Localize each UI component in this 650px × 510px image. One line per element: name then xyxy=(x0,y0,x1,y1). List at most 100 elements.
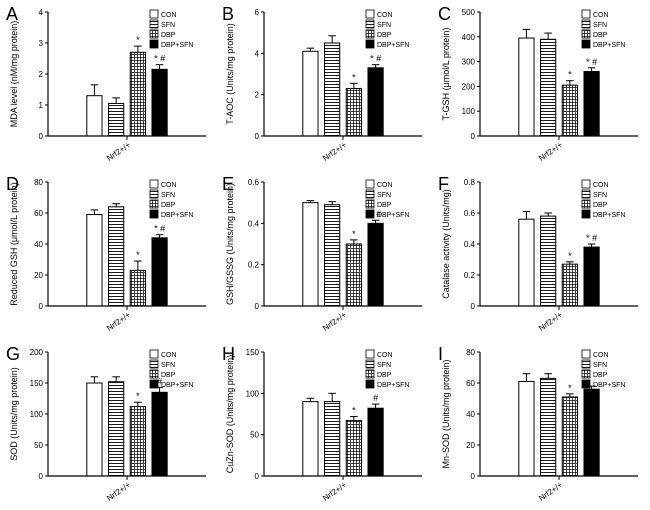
legend-label: DBP+SFN xyxy=(377,212,409,219)
ytick-label: 100 xyxy=(30,410,44,419)
ytick-label: 400 xyxy=(462,33,476,42)
ytick-label: 0 xyxy=(255,132,260,141)
sig-marker: * xyxy=(352,72,356,82)
y-axis-label: GSH/GSSG (Units/mg protein) xyxy=(225,183,235,305)
legend-swatch xyxy=(582,360,590,368)
legend-label: CON xyxy=(161,12,177,19)
panel-letter: B xyxy=(222,4,234,25)
x-group-label: Nrf2+/+ xyxy=(537,480,564,503)
ytick-label: 4 xyxy=(39,8,44,17)
ytick-label: 0 xyxy=(471,302,476,311)
bar-sfn xyxy=(325,402,340,476)
legend-label: DBP xyxy=(377,202,392,209)
bar-dbp+sfn xyxy=(152,392,167,476)
chart-svg: 0100200300400500** #Nrf2+/+T-GSH (μmol/L… xyxy=(436,2,644,170)
ytick-label: 4 xyxy=(255,49,260,58)
legend-label: SFN xyxy=(593,192,607,199)
legend-label: DBP xyxy=(593,202,608,209)
ytick-label: 20 xyxy=(466,441,475,450)
sig-marker: # xyxy=(373,393,378,403)
legend-swatch xyxy=(150,20,158,28)
legend-label: CON xyxy=(593,352,609,359)
legend-swatch xyxy=(366,210,374,218)
legend-label: DBP+SFN xyxy=(593,212,625,219)
legend-swatch xyxy=(366,370,374,378)
sig-marker: * # xyxy=(154,54,165,64)
bar-dbp+sfn xyxy=(368,408,383,476)
panel-letter: F xyxy=(438,174,449,195)
legend-swatch xyxy=(366,360,374,368)
bar-sfn xyxy=(541,216,556,306)
bar-sfn xyxy=(109,207,124,306)
ytick-label: 200 xyxy=(462,82,476,91)
ytick-label: 60 xyxy=(34,209,43,218)
bar-dbp+sfn xyxy=(368,223,383,306)
legend-label: DBP xyxy=(377,372,392,379)
ytick-label: 0.4 xyxy=(248,219,260,228)
legend-label: CON xyxy=(377,12,393,19)
y-axis-label: Mn-SOD (Units/mg protein) xyxy=(441,359,451,468)
ytick-label: 3 xyxy=(39,39,44,48)
chart-svg: 050100150200*#Nrf2+/+SOD (Units/mg prote… xyxy=(4,342,212,510)
chart-svg: 01234** #Nrf2+/+MDA level (nM/mg protein… xyxy=(4,2,212,170)
ytick-label: 6 xyxy=(255,8,260,17)
panel-letter: E xyxy=(222,174,234,195)
legend-label: SFN xyxy=(593,362,607,369)
ytick-label: 2 xyxy=(39,70,44,79)
x-group-label: Nrf2+/+ xyxy=(321,140,348,163)
ytick-label: 40 xyxy=(466,410,475,419)
ytick-label: 50 xyxy=(250,431,259,440)
sig-marker: * xyxy=(568,251,572,261)
sig-marker: * # xyxy=(370,54,381,64)
bar-dbp xyxy=(130,407,145,476)
chart-svg: 020406080*Nrf2+/+Mn-SOD (Units/mg protei… xyxy=(436,342,644,510)
sig-marker: * xyxy=(568,383,572,393)
x-group-label: Nrf2+/+ xyxy=(321,310,348,333)
bar-sfn xyxy=(325,43,340,136)
ytick-label: 80 xyxy=(466,348,475,357)
legend-swatch xyxy=(582,10,590,18)
bar-con xyxy=(303,402,318,476)
ytick-label: 50 xyxy=(34,441,43,450)
ytick-label: 0.2 xyxy=(464,271,476,280)
legend-swatch xyxy=(366,190,374,198)
sig-marker: * xyxy=(136,250,140,260)
legend-swatch xyxy=(150,190,158,198)
panel-a: A01234** #Nrf2+/+MDA level (nM/mg protei… xyxy=(4,2,212,170)
legend-swatch xyxy=(582,200,590,208)
x-group-label: Nrf2+/+ xyxy=(105,140,132,163)
y-axis-label: Reduced GSH (μmol/L protein) xyxy=(9,182,19,305)
legend-label: DBP+SFN xyxy=(377,382,409,389)
panel-e: E00.20.40.6** #Nrf2+/+GSH/GSSG (Units/mg… xyxy=(220,172,428,340)
legend-swatch xyxy=(150,30,158,38)
ytick-label: 500 xyxy=(462,8,476,17)
legend-label: DBP xyxy=(161,202,176,209)
ytick-label: 0 xyxy=(471,472,476,481)
legend-swatch xyxy=(150,370,158,378)
bar-dbp+sfn xyxy=(152,69,167,136)
legend-swatch xyxy=(582,210,590,218)
bar-con xyxy=(303,203,318,306)
panel-letter: I xyxy=(438,344,443,365)
bar-con xyxy=(87,383,102,476)
chart-svg: 020406080** #Nrf2+/+Reduced GSH (μmol/L … xyxy=(4,172,212,340)
legend-label: CON xyxy=(161,352,177,359)
legend-label: DBP+SFN xyxy=(161,212,193,219)
legend-label: SFN xyxy=(593,22,607,29)
legend-label: SFN xyxy=(377,362,391,369)
legend-label: CON xyxy=(377,182,393,189)
legend-label: DBP xyxy=(161,32,176,39)
ytick-label: 0.2 xyxy=(248,261,260,270)
legend-label: DBP xyxy=(377,32,392,39)
legend-swatch xyxy=(150,10,158,18)
y-axis-label: SOD (Units/mg protein) xyxy=(9,367,19,461)
legend-label: DBP xyxy=(593,372,608,379)
x-group-label: Nrf2+/+ xyxy=(105,480,132,503)
legend-label: CON xyxy=(161,182,177,189)
sig-marker: * xyxy=(136,391,140,401)
legend-label: CON xyxy=(593,182,609,189)
panel-letter: H xyxy=(222,344,235,365)
legend-label: DBP+SFN xyxy=(161,42,193,49)
x-group-label: Nrf2+/+ xyxy=(537,140,564,163)
sig-marker: * xyxy=(136,35,140,45)
